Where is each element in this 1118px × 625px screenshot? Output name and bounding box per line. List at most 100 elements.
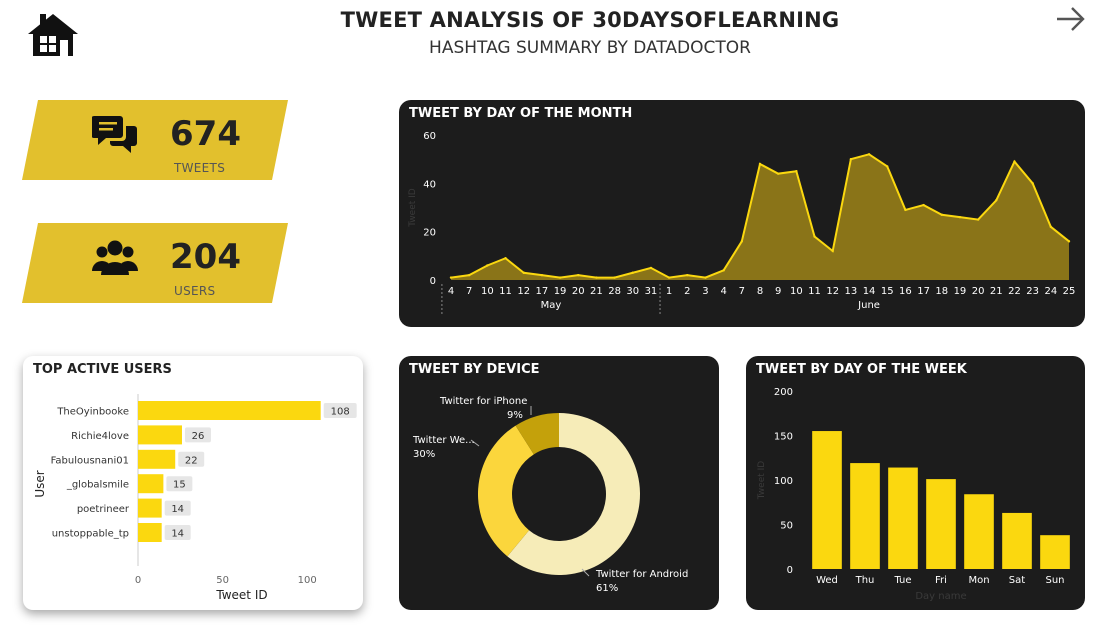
x-tick-label: 23 — [1026, 286, 1039, 297]
bar — [1040, 535, 1070, 569]
chart-card-top-users: TOP ACTIVE USERS TheOyinbooke 108 Richie4l… — [23, 356, 363, 610]
x-tick-label: 20 — [972, 286, 985, 297]
chart-day-of-week[interactable]: 0 50 100 150 200 Tweet ID Wed Thu Tue Fri Mon Sat Su… — [746, 356, 1085, 610]
category-label: Fabulousnani01 — [51, 455, 129, 466]
data-point — [958, 215, 962, 219]
data-label-bg — [164, 525, 191, 540]
x-tick-label: 22 — [1008, 286, 1021, 297]
chart-device[interactable]: Twitter for Android 61% Twitter We... 30% Tw… — [399, 356, 719, 610]
x-tick-label: 0 — [135, 575, 141, 586]
x-axis-label: Tweet ID — [215, 588, 267, 602]
pie-slice — [507, 413, 640, 575]
data-point — [1067, 240, 1071, 243]
data-point — [776, 172, 780, 175]
x-tick-label: 21 — [990, 286, 1003, 297]
data-point — [795, 170, 798, 173]
data-point — [922, 203, 925, 207]
bar — [812, 431, 842, 569]
x-tick-label: 9 — [775, 286, 781, 297]
series-area — [451, 154, 1069, 280]
data-label-bg — [184, 427, 211, 443]
x-tick-label: 11 — [808, 286, 821, 297]
bar — [138, 474, 164, 494]
y-tick-label: 200 — [774, 387, 793, 398]
kpi-tweets: 674 TWEETS — [22, 100, 290, 180]
bar — [964, 494, 994, 569]
data-point — [558, 276, 562, 279]
chart-card-device: TWEET BY DEVICE Twitter for Android 61% Tw… — [399, 356, 719, 610]
arrow-right-icon[interactable] — [1054, 5, 1088, 33]
leader-line — [581, 568, 590, 577]
page-subtitle: HASHTAG SUMMARY BY DATADOCTOR — [429, 38, 751, 58]
data-point — [722, 269, 725, 272]
x-tick-label: Sun — [1045, 575, 1064, 586]
chart-top-users[interactable]: TheOyinbooke 108 Richie4love 26 Fabulousnani… — [23, 356, 363, 610]
x-tick-label: 31 — [645, 286, 658, 297]
x-tick-label: Fri — [935, 575, 947, 586]
x-tick-label: 20 — [572, 286, 585, 297]
slice-label: Twitter We... — [412, 435, 475, 446]
data-label-bg — [178, 451, 205, 467]
x-tick-label: 18 — [935, 286, 948, 297]
x-tick-label: Tue — [893, 575, 911, 586]
bar — [138, 523, 162, 542]
x-tick-label: 25 — [1063, 286, 1076, 297]
x-tick-label: 21 — [590, 286, 603, 297]
x-tick-label: 8 — [757, 286, 763, 297]
data-point — [976, 218, 980, 221]
data-point — [904, 208, 907, 212]
data-label-bg — [323, 403, 357, 418]
data-label: 14 — [171, 529, 184, 540]
y-tick-label: 100 — [774, 476, 793, 487]
slice-percent: 61% — [596, 583, 618, 594]
data-point — [504, 257, 507, 260]
data-point — [540, 273, 544, 277]
chat-bubbles-icon — [92, 116, 137, 153]
data-label: 14 — [171, 504, 184, 515]
home-icon[interactable] — [26, 12, 80, 58]
x-tick-label: 14 — [863, 286, 876, 297]
x-tick-label: 2 — [684, 286, 690, 297]
data-point — [631, 271, 634, 274]
x-tick-label: 11 — [499, 286, 512, 297]
x-tick-label: 19 — [954, 286, 967, 297]
x-tick-label: Thu — [855, 575, 875, 586]
y-tick-label: 50 — [780, 521, 793, 532]
data-point — [667, 276, 671, 279]
x-tick-label: 17 — [536, 286, 549, 297]
x-tick-label: 17 — [917, 286, 930, 297]
data-point — [758, 162, 762, 166]
slice-percent: 30% — [413, 449, 435, 460]
x-tick-label: 50 — [216, 575, 229, 586]
chart-card-day-of-week: TWEET BY DAY OF THE WEEK 0 50 100 150 200 Twe… — [746, 356, 1085, 610]
data-label: 108 — [331, 407, 350, 418]
category-label: TheOyinbooke — [56, 407, 129, 418]
x-tick-label: 4 — [448, 286, 454, 297]
y-axis-label: Tweet ID — [757, 461, 767, 500]
bar — [850, 463, 880, 569]
y-tick-label: 20 — [423, 228, 436, 239]
data-point — [467, 273, 471, 277]
data-point — [613, 276, 616, 279]
x-tick-label: 24 — [1044, 286, 1057, 297]
category-label: poetrineer — [77, 504, 130, 515]
y-tick-label: 150 — [774, 432, 793, 443]
data-point — [449, 276, 453, 279]
bar — [138, 425, 182, 445]
data-point — [577, 273, 580, 277]
x-axis-label: Day name — [915, 591, 966, 602]
chart-title: TWEET BY DEVICE — [409, 362, 540, 377]
pie-slice — [515, 413, 559, 455]
x-tick-label: 12 — [826, 286, 839, 297]
slice-label: Twitter for Android — [595, 569, 688, 580]
bar — [888, 467, 918, 569]
bar — [926, 479, 956, 569]
data-point — [886, 165, 889, 168]
y-tick-label: 0 — [787, 565, 793, 576]
data-point — [849, 157, 853, 161]
x-tick-label: 100 — [298, 575, 317, 586]
pie-slice — [478, 425, 534, 557]
x-tick-label: 15 — [881, 286, 894, 297]
x-tick-label: 4 — [720, 286, 726, 297]
